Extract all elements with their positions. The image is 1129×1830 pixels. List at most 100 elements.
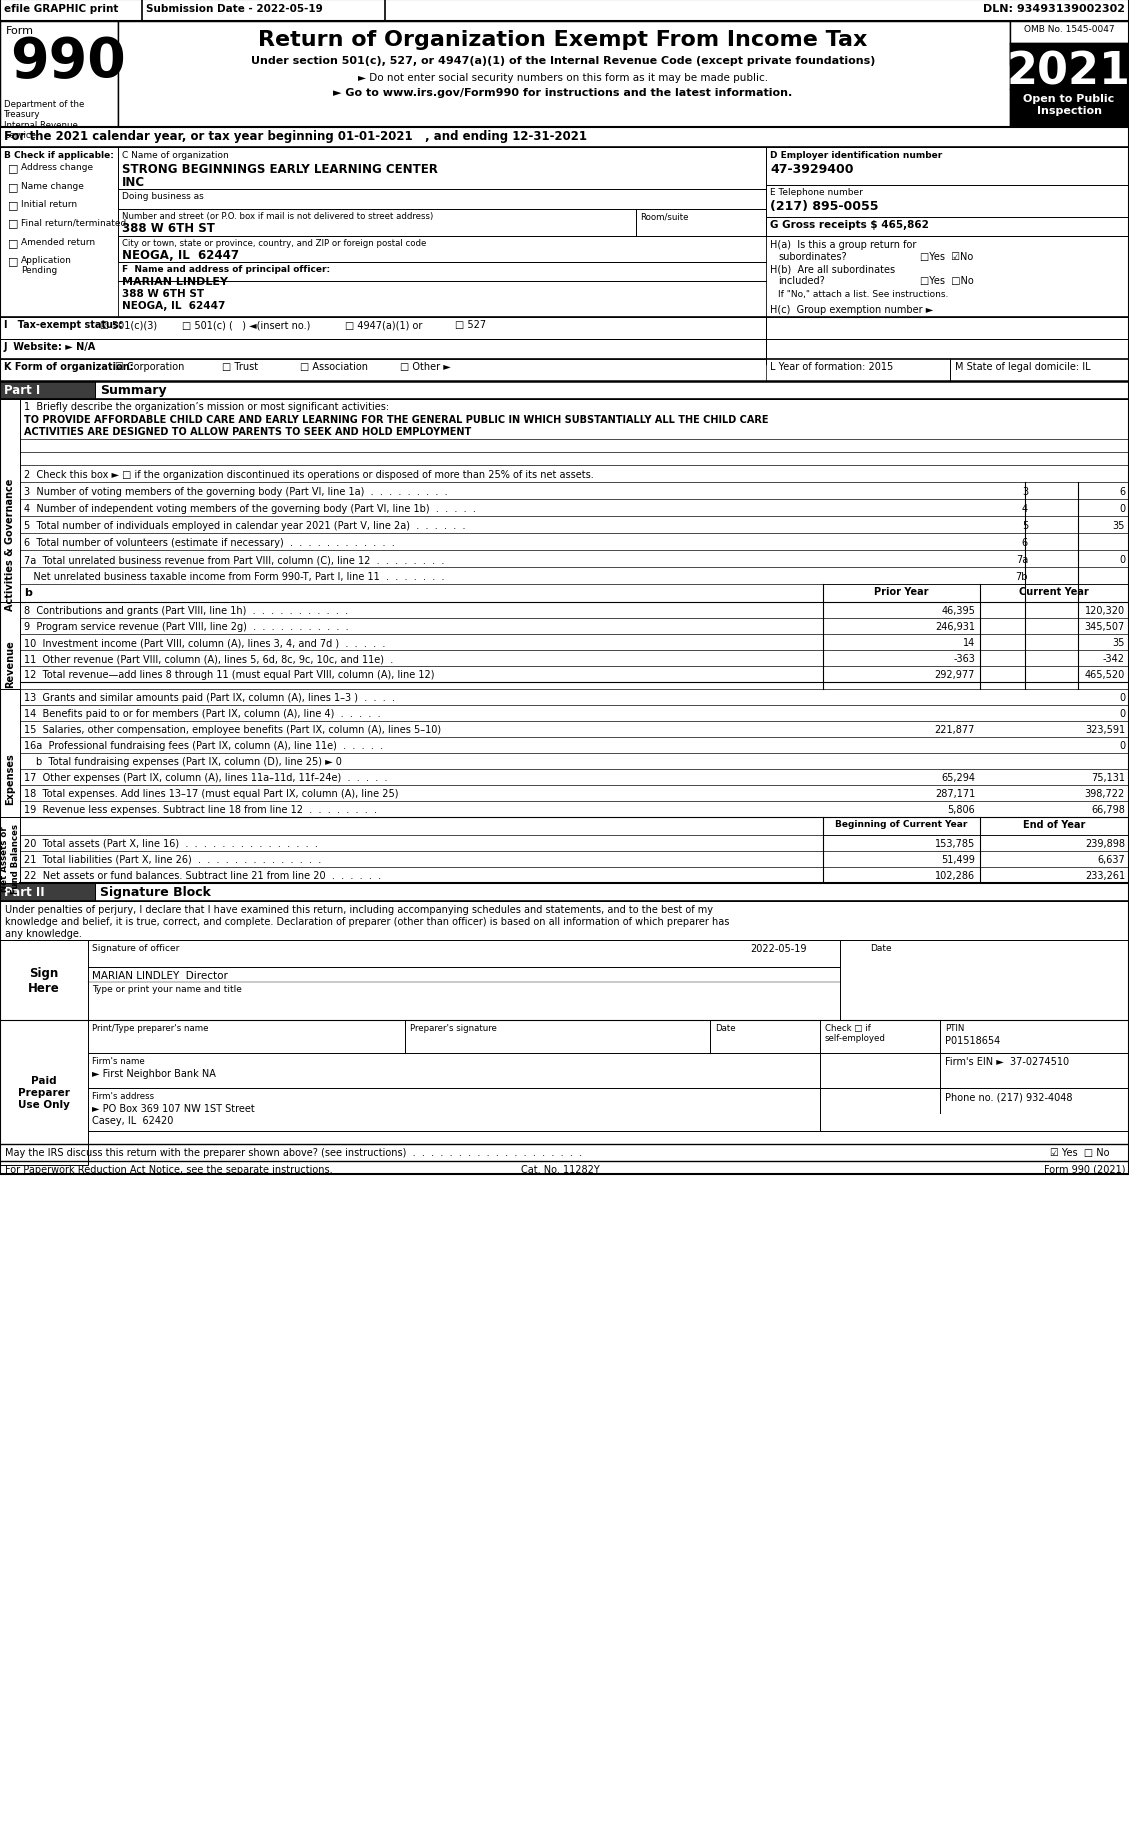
Text: Department of the
Treasury
Internal Revenue
Service: Department of the Treasury Internal Reve… [5, 101, 85, 141]
Text: 7a  Total unrelated business revenue from Part VIII, column (C), line 12  .  .  : 7a Total unrelated business revenue from… [24, 554, 445, 565]
Text: b  Total fundraising expenses (Part IX, column (D), line 25) ► 0: b Total fundraising expenses (Part IX, c… [36, 756, 342, 767]
Text: -363: -363 [953, 653, 975, 664]
Text: ☑ 501(c)(3): ☑ 501(c)(3) [100, 320, 157, 329]
Text: 345,507: 345,507 [1085, 622, 1124, 631]
Text: Signature of officer: Signature of officer [91, 944, 180, 952]
Text: b: b [24, 587, 32, 598]
Text: 75,131: 75,131 [1091, 772, 1124, 783]
Text: 65,294: 65,294 [940, 772, 975, 783]
Text: 10  Investment income (Part VIII, column (A), lines 3, 4, and 7d )  .  .  .  .  : 10 Investment income (Part VIII, column … [24, 637, 385, 648]
Text: 14  Benefits paid to or for members (Part IX, column (A), line 4)  .  .  .  .  .: 14 Benefits paid to or for members (Part… [24, 708, 380, 719]
Text: 0: 0 [1119, 554, 1124, 565]
Text: ACTIVITIES ARE DESIGNED TO ALLOW PARENTS TO SEEK AND HOLD EMPLOYMENT: ACTIVITIES ARE DESIGNED TO ALLOW PARENTS… [24, 426, 471, 437]
Text: ► First Neighbor Bank NA: ► First Neighbor Bank NA [91, 1069, 216, 1078]
Text: Return of Organization Exempt From Income Tax: Return of Organization Exempt From Incom… [259, 29, 868, 49]
Bar [1010, 90, 1129, 128]
Text: 246,931: 246,931 [935, 622, 975, 631]
Text: H(a)  Is this a group return for: H(a) Is this a group return for [770, 240, 917, 251]
Text: 7a: 7a [1016, 554, 1029, 565]
Text: Name change: Name change [21, 181, 84, 190]
Text: 102,286: 102,286 [935, 871, 975, 880]
Bar [1010, 44, 1129, 90]
Text: 5  Total number of individuals employed in calendar year 2021 (Part V, line 2a) : 5 Total number of individuals employed i… [24, 522, 465, 531]
Text: ☑ Corporation: ☑ Corporation [115, 362, 184, 371]
Text: ► Do not enter social security numbers on this form as it may be made public.: ► Do not enter social security numbers o… [358, 73, 768, 82]
Text: 2021: 2021 [1007, 49, 1129, 93]
Text: 4: 4 [1022, 503, 1029, 514]
Text: 4  Number of independent voting members of the governing body (Part VI, line 1b): 4 Number of independent voting members o… [24, 503, 476, 514]
Text: 233,261: 233,261 [1085, 871, 1124, 880]
Text: efile GRAPHIC print: efile GRAPHIC print [5, 4, 119, 15]
Text: INC: INC [122, 176, 146, 188]
Text: 20  Total assets (Part X, line 16)  .  .  .  .  .  .  .  .  .  .  .  .  .  .  .: 20 Total assets (Part X, line 16) . . . … [24, 838, 318, 849]
Text: Initial return: Initial return [21, 199, 77, 209]
Text: NEOGA, IL  62447: NEOGA, IL 62447 [122, 300, 226, 311]
Text: Paid
Preparer
Use Only: Paid Preparer Use Only [18, 1076, 70, 1109]
Text: Cat. No. 11282Y: Cat. No. 11282Y [520, 1164, 599, 1175]
Text: subordinates?: subordinates? [778, 253, 847, 262]
Bar [95, 382, 1129, 399]
Text: Phone no. (217) 932-4048: Phone no. (217) 932-4048 [945, 1091, 1073, 1102]
Text: 2  Check this box ► □ if the organization discontinued its operations or dispose: 2 Check this box ► □ if the organization… [24, 470, 594, 479]
Text: For the 2021 calendar year, or tax year beginning 01-01-2021   , and ending 12-3: For the 2021 calendar year, or tax year … [5, 130, 587, 143]
Text: City or town, state or province, country, and ZIP or foreign postal code: City or town, state or province, country… [122, 240, 427, 247]
Text: ► PO Box 369 107 NW 1ST Street: ► PO Box 369 107 NW 1ST Street [91, 1103, 255, 1113]
Text: Firm's name: Firm's name [91, 1056, 145, 1065]
Bar [0, 941, 88, 1021]
Text: C Name of organization: C Name of organization [122, 150, 229, 159]
Bar [0, 382, 95, 399]
Text: Casey, IL  62420: Casey, IL 62420 [91, 1116, 174, 1125]
Bar [0, 318, 765, 340]
Text: I   Tax-exempt status:: I Tax-exempt status: [5, 320, 123, 329]
Text: ☑ Yes  □ No: ☑ Yes □ No [1050, 1147, 1110, 1157]
Bar [0, 22, 119, 128]
Text: 3  Number of voting members of the governing body (Part VI, line 1a)  .  .  .  .: 3 Number of voting members of the govern… [24, 487, 447, 496]
Text: K Form of organization:: K Form of organization: [5, 362, 133, 371]
Text: 47-3929400: 47-3929400 [770, 163, 854, 176]
Text: TO PROVIDE AFFORDABLE CHILD CARE AND EARLY LEARNING FOR THE GENERAL PUBLIC IN WH: TO PROVIDE AFFORDABLE CHILD CARE AND EAR… [24, 415, 769, 425]
Text: -342: -342 [1103, 653, 1124, 664]
Text: Part I: Part I [5, 384, 41, 397]
Text: 0: 0 [1119, 708, 1124, 719]
Text: Date: Date [715, 1023, 736, 1032]
Text: □Yes  ☑No: □Yes ☑No [920, 253, 973, 262]
Text: Doing business as: Doing business as [122, 192, 203, 201]
Text: 21  Total liabilities (Part X, line 26)  .  .  .  .  .  .  .  .  .  .  .  .  .  : 21 Total liabilities (Part X, line 26) .… [24, 855, 322, 864]
Text: Net Assets or
Fund Balances: Net Assets or Fund Balances [0, 824, 19, 893]
Text: 2022-05-19: 2022-05-19 [750, 944, 806, 953]
Text: 6,637: 6,637 [1097, 855, 1124, 864]
Bar [119, 22, 1010, 128]
Text: □: □ [8, 181, 18, 192]
Bar [0, 0, 1129, 1175]
Bar [980, 818, 1129, 836]
Text: 16a  Professional fundraising fees (Part IX, column (A), line 11e)  .  .  .  .  : 16a Professional fundraising fees (Part … [24, 741, 383, 750]
Text: For Paperwork Reduction Act Notice, see the separate instructions.: For Paperwork Reduction Act Notice, see … [5, 1164, 333, 1175]
Text: Under section 501(c), 527, or 4947(a)(1) of the Internal Revenue Code (except pr: Under section 501(c), 527, or 4947(a)(1)… [251, 57, 875, 66]
Text: Date: Date [870, 944, 892, 952]
Text: F  Name and address of principal officer:: F Name and address of principal officer: [122, 265, 330, 274]
Text: 292,977: 292,977 [935, 670, 975, 679]
Text: Part II: Part II [5, 886, 45, 899]
Text: 388 W 6TH ST: 388 W 6TH ST [122, 221, 215, 234]
Text: DLN: 93493139002302: DLN: 93493139002302 [983, 4, 1124, 15]
Bar [0, 148, 119, 318]
Text: 465,520: 465,520 [1085, 670, 1124, 679]
Text: □ Other ►: □ Other ► [400, 362, 450, 371]
Text: MARIAN LINDLEY  Director: MARIAN LINDLEY Director [91, 970, 228, 981]
Text: 0: 0 [1119, 503, 1124, 514]
Bar [95, 884, 1129, 902]
Text: L Year of formation: 2015: L Year of formation: 2015 [770, 362, 893, 371]
Text: Open to Public
Inspection: Open to Public Inspection [1023, 93, 1114, 115]
Text: 153,785: 153,785 [935, 838, 975, 849]
Text: 5: 5 [1022, 522, 1029, 531]
Text: Form: Form [6, 26, 34, 37]
Text: Prior Year: Prior Year [874, 587, 928, 597]
Text: Form 990 (2021): Form 990 (2021) [1043, 1164, 1124, 1175]
Text: Current Year: Current Year [1019, 587, 1088, 597]
Text: 120,320: 120,320 [1085, 606, 1124, 615]
Text: 17  Other expenses (Part IX, column (A), lines 11a–11d, 11f–24e)  .  .  .  .  .: 17 Other expenses (Part IX, column (A), … [24, 772, 387, 783]
Text: 1  Briefly describe the organization’s mission or most significant activities:: 1 Briefly describe the organization’s mi… [24, 403, 390, 412]
Text: 35: 35 [1112, 522, 1124, 531]
Text: 13  Grants and similar amounts paid (Part IX, column (A), lines 1–3 )  .  .  .  : 13 Grants and similar amounts paid (Part… [24, 692, 395, 703]
Bar [1010, 22, 1129, 66]
